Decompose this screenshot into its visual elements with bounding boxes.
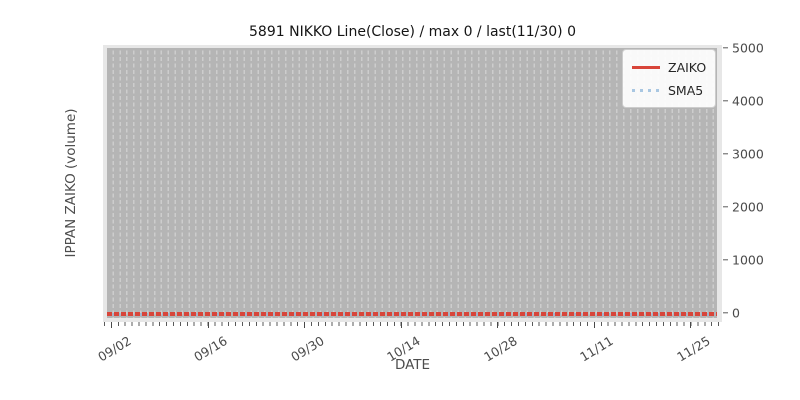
- zaiko-line-swatch: [632, 65, 660, 69]
- x-axis-minor-ticks: [104, 322, 722, 326]
- legend: ZAIKO SMA5: [622, 49, 716, 108]
- legend-label-zaiko: ZAIKO: [668, 59, 707, 75]
- y-tick-mark: [723, 47, 728, 49]
- chart-title: 5891 NIKKO Line(Close) / max 0 / last(11…: [249, 24, 576, 40]
- legend-item-sma5: SMA5: [632, 81, 706, 99]
- y-axis-label: IPPAN ZAIKO (volume): [63, 108, 79, 258]
- y-tick-label: 3000: [732, 146, 764, 162]
- plot-area: ZAIKO SMA5: [103, 45, 722, 322]
- y-tick-mark: [723, 259, 728, 261]
- y-tick-label: 2000: [732, 199, 764, 215]
- y-tick-mark: [723, 312, 728, 314]
- y-tick-mark: [723, 100, 728, 102]
- y-tick-mark: [723, 153, 728, 155]
- x-axis-label: DATE: [394, 357, 431, 373]
- zaiko-series-line: [107, 312, 717, 316]
- legend-item-zaiko: ZAIKO: [632, 58, 706, 76]
- legend-label-sma5: SMA5: [668, 82, 704, 98]
- y-tick-label: 1000: [732, 252, 764, 268]
- y-tick-mark: [723, 206, 728, 208]
- y-tick-label: 5000: [732, 40, 764, 56]
- plot-fill-gridlines: [107, 48, 717, 318]
- y-tick-label: 4000: [732, 93, 764, 109]
- sma5-line-swatch: [632, 88, 660, 92]
- y-tick-label: 0: [732, 305, 740, 321]
